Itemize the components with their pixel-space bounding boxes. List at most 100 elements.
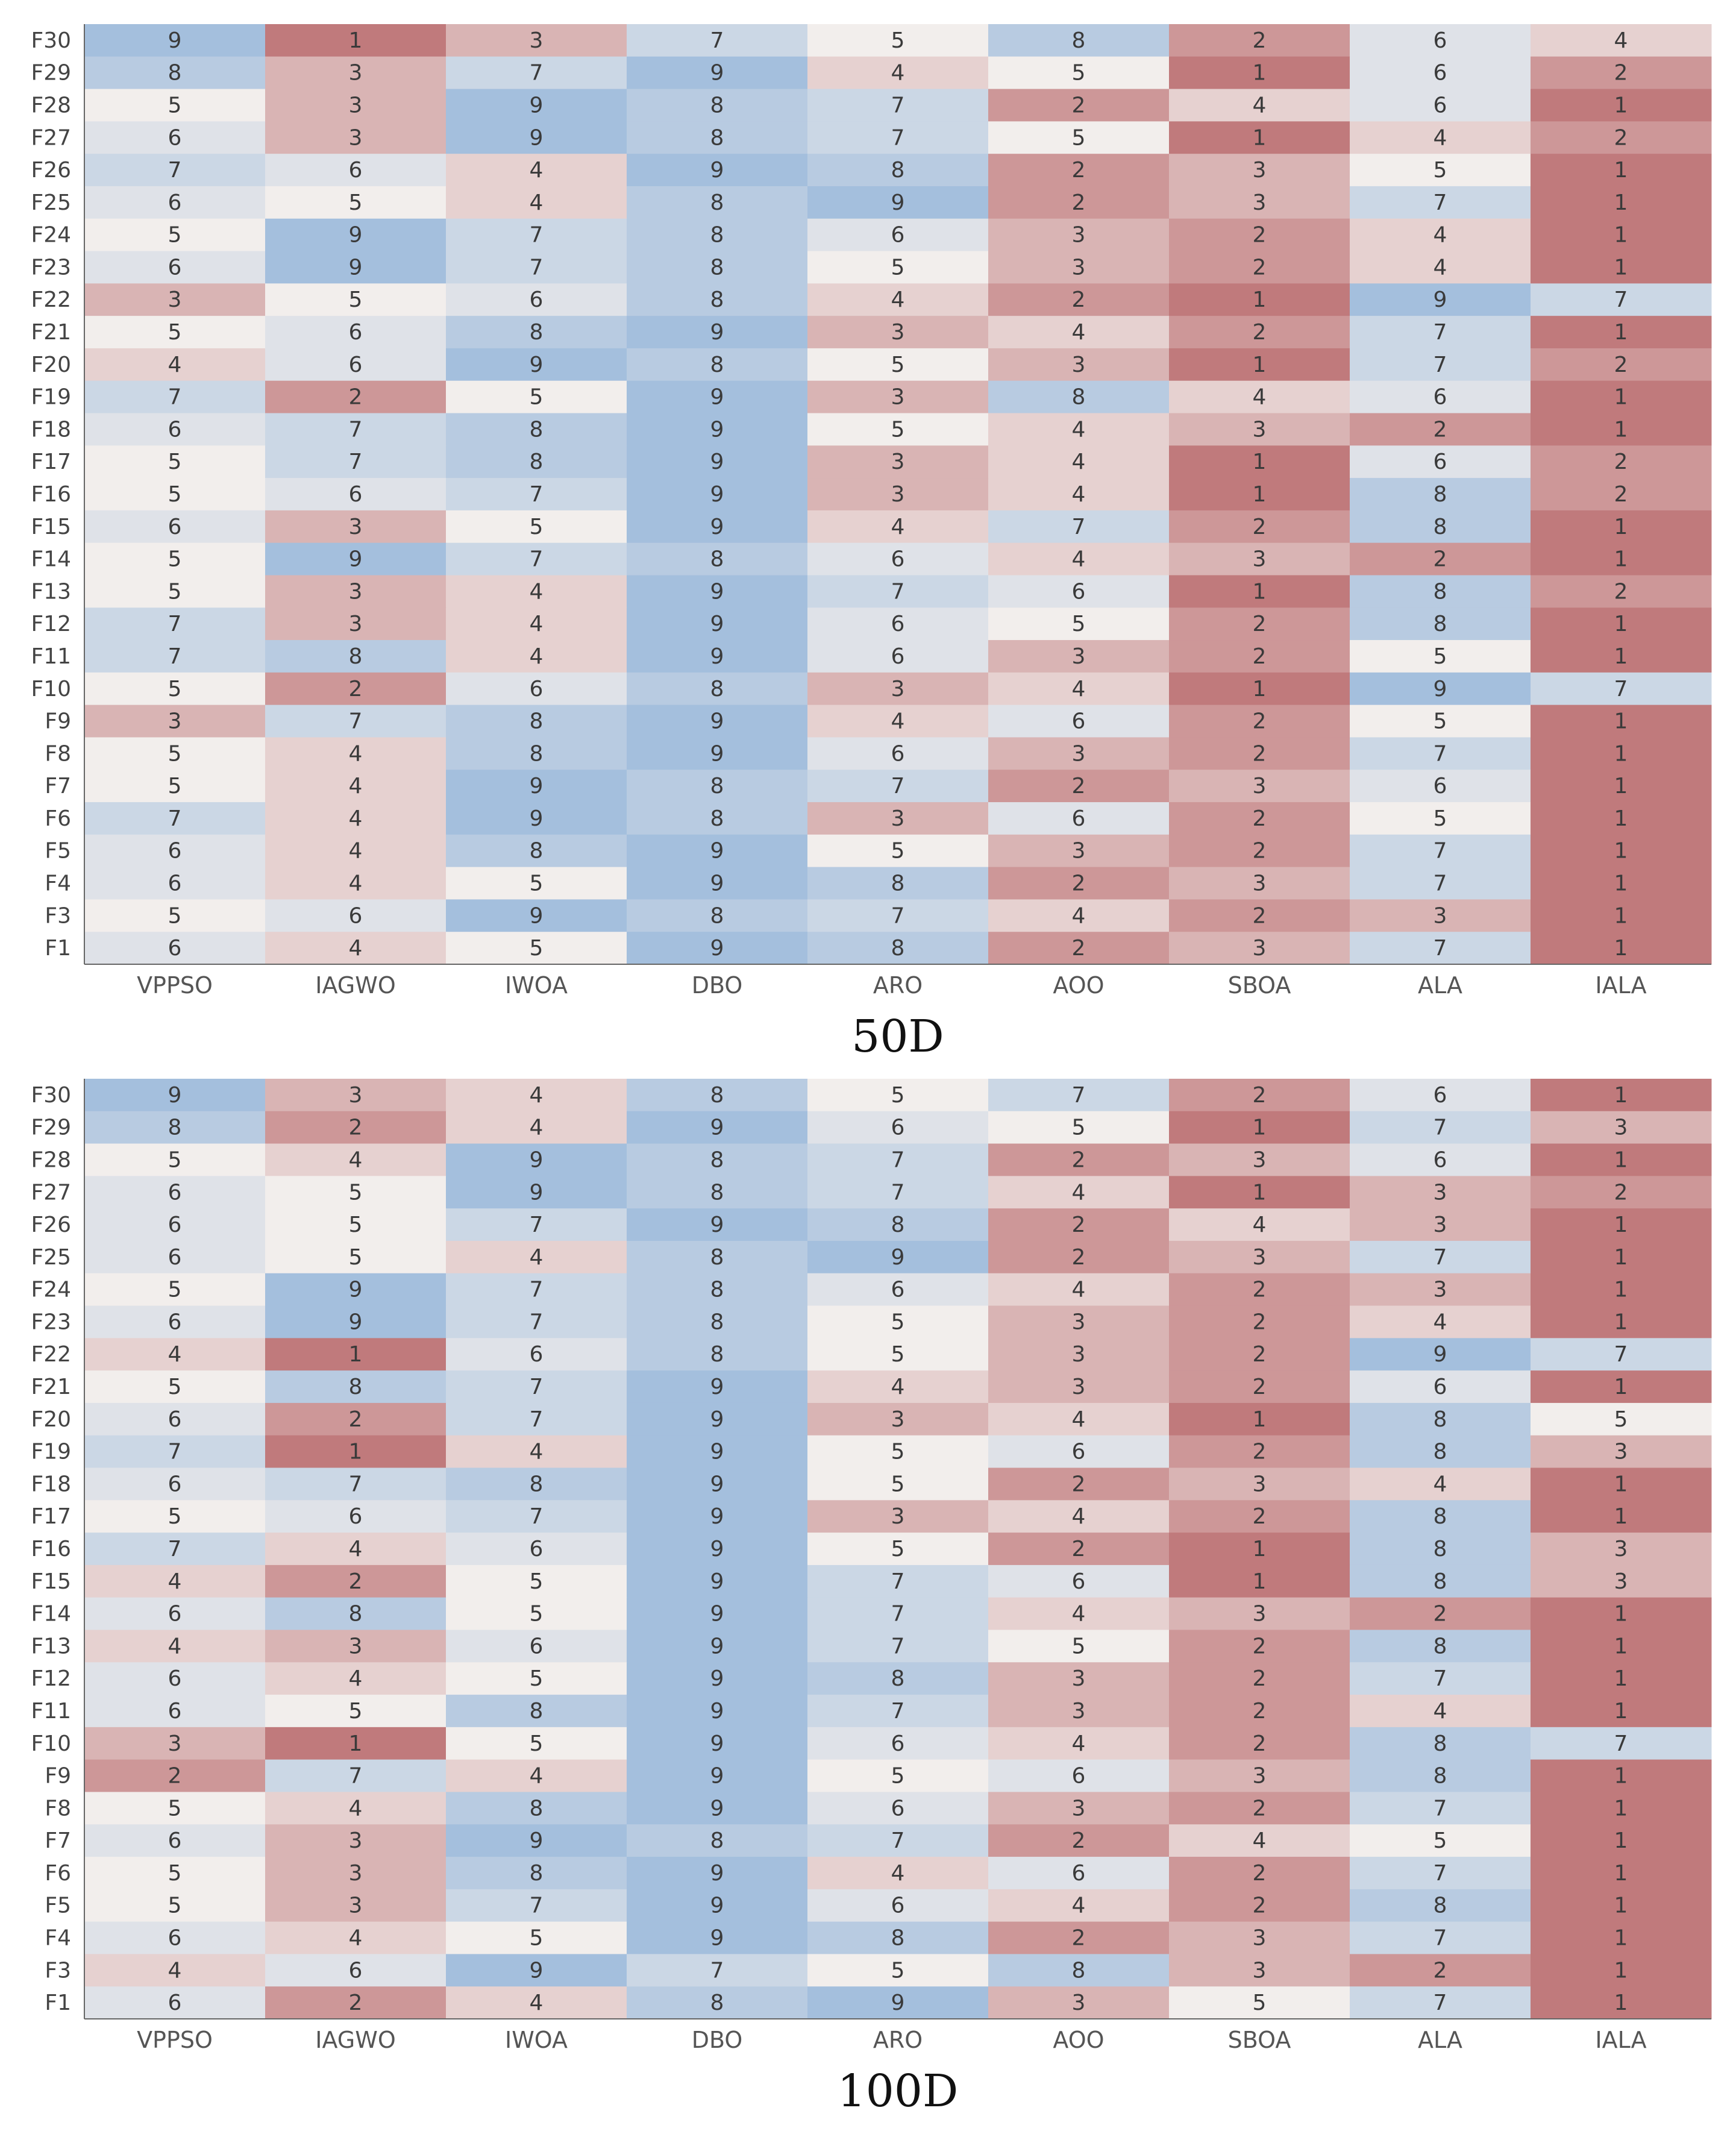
cell-value: 6 [1434, 1375, 1447, 1399]
cell-value: 7 [891, 1828, 905, 1853]
cell-value: 8 [710, 677, 724, 701]
heatmap-cell [988, 1273, 1170, 1307]
cell-value: 2 [1072, 93, 1086, 118]
heatmap-cell [1350, 1533, 1531, 1566]
heatmap-cell [446, 704, 627, 738]
cell-value: 7 [710, 28, 724, 53]
heatmap-cell [988, 1402, 1170, 1436]
heatmap-cell [1531, 1467, 1712, 1501]
cell-value: 8 [710, 1828, 724, 1853]
heatmap-cell [988, 737, 1170, 770]
heatmap-cell [265, 1402, 447, 1436]
cell-value: 1 [1614, 547, 1628, 572]
heatmap-cell [84, 1338, 266, 1371]
cell-value: 5 [349, 287, 363, 312]
cell-value: 6 [1434, 774, 1447, 799]
heatmap-cell [1531, 1954, 1712, 1987]
cell-value: 9 [1434, 287, 1447, 312]
cell-value: 2 [1614, 482, 1628, 507]
heatmap-cell [627, 899, 808, 932]
cell-value: 2 [168, 1764, 182, 1789]
heatmap-cell [988, 510, 1170, 544]
cell-value: 2 [1253, 1731, 1267, 1756]
heatmap-cell [988, 89, 1170, 122]
heatmap-cell [807, 802, 989, 835]
cell-value: 5 [168, 1861, 182, 1886]
heatmap-cell [807, 1727, 989, 1760]
heatmap-cell [1531, 1370, 1712, 1404]
cell-value: 1 [1614, 385, 1628, 410]
cell-value: 6 [891, 1278, 905, 1302]
heatmap-cell [265, 1500, 447, 1533]
heatmap-cell [1350, 1954, 1531, 1987]
cell-value: 2 [1072, 1245, 1086, 1270]
heatmap-cell [627, 283, 808, 316]
heatmap-cell [1169, 445, 1350, 479]
heatmap-cell [84, 1954, 266, 1987]
heatmap-cell [988, 1857, 1170, 1890]
y-tick-label: F27 [31, 1180, 71, 1205]
heatmap-cell [627, 24, 808, 57]
heatmap-cell [1350, 56, 1531, 90]
cell-value: 8 [530, 1472, 544, 1496]
cell-value: 3 [891, 482, 905, 507]
heatmap-cell [627, 1111, 808, 1144]
heatmap-cell [1350, 1824, 1531, 1857]
heatmap-cell [627, 1954, 808, 1987]
cell-value: 6 [891, 547, 905, 572]
cell-value: 3 [891, 677, 905, 701]
heatmap-cell [1531, 899, 1712, 932]
cell-value: 3 [530, 28, 544, 53]
heatmap-cell [446, 834, 627, 868]
cell-value: 3 [349, 1828, 363, 1853]
heatmap-cell [446, 640, 627, 673]
cell-value: 7 [530, 1504, 544, 1529]
heatmap-cell [627, 1759, 808, 1792]
cell-value: 4 [530, 1440, 544, 1464]
heatmap-cell [1531, 413, 1712, 446]
y-tick-label: F18 [31, 417, 71, 442]
y-tick-label: F17 [31, 1504, 71, 1529]
cell-value: 9 [710, 1764, 724, 1789]
heatmap-cell [446, 542, 627, 576]
heatmap-cell [807, 1467, 989, 1501]
cell-value: 3 [168, 709, 182, 734]
heatmap-cell [627, 1402, 808, 1436]
cell-value: 2 [1253, 644, 1267, 669]
heatmap-cell [1531, 704, 1712, 738]
cell-value: 8 [710, 903, 724, 928]
cell-value: 2 [1253, 28, 1267, 53]
heatmap-cell [265, 1792, 447, 1825]
heatmap-cell [807, 478, 989, 511]
heatmap-cell [84, 478, 266, 511]
heatmap-cell [1531, 1500, 1712, 1533]
cell-value: 4 [1072, 1731, 1086, 1756]
cell-value: 4 [891, 1861, 905, 1886]
heatmap-cell [807, 24, 989, 57]
cell-value: 2 [349, 385, 363, 410]
cell-value: 1 [349, 28, 363, 53]
cell-value: 9 [530, 125, 544, 150]
cell-value: 8 [349, 1375, 363, 1399]
y-tick-label: F24 [31, 1278, 71, 1302]
cell-value: 4 [1072, 1278, 1086, 1302]
cell-value: 4 [1434, 1699, 1447, 1724]
heatmap-cell [84, 1370, 266, 1404]
cell-value: 7 [1434, 1245, 1447, 1270]
cell-value: 7 [530, 1894, 544, 1918]
cell-value: 7 [530, 255, 544, 280]
y-tick-label: F27 [31, 125, 71, 150]
cell-value: 5 [168, 223, 182, 248]
cell-value: 1 [1253, 677, 1267, 701]
cell-value: 3 [1434, 1213, 1447, 1237]
heatmap-cell [1169, 867, 1350, 900]
cell-value: 9 [710, 1375, 724, 1399]
heatmap-cell [1169, 932, 1350, 965]
cell-value: 6 [168, 1310, 182, 1334]
cell-value: 1 [1614, 1926, 1628, 1951]
heatmap-cell [627, 89, 808, 122]
y-tick-label: F12 [31, 612, 71, 636]
heatmap-cell [1531, 1759, 1712, 1792]
cell-value: 8 [1434, 1407, 1447, 1432]
heatmap-cell [988, 1889, 1170, 1922]
